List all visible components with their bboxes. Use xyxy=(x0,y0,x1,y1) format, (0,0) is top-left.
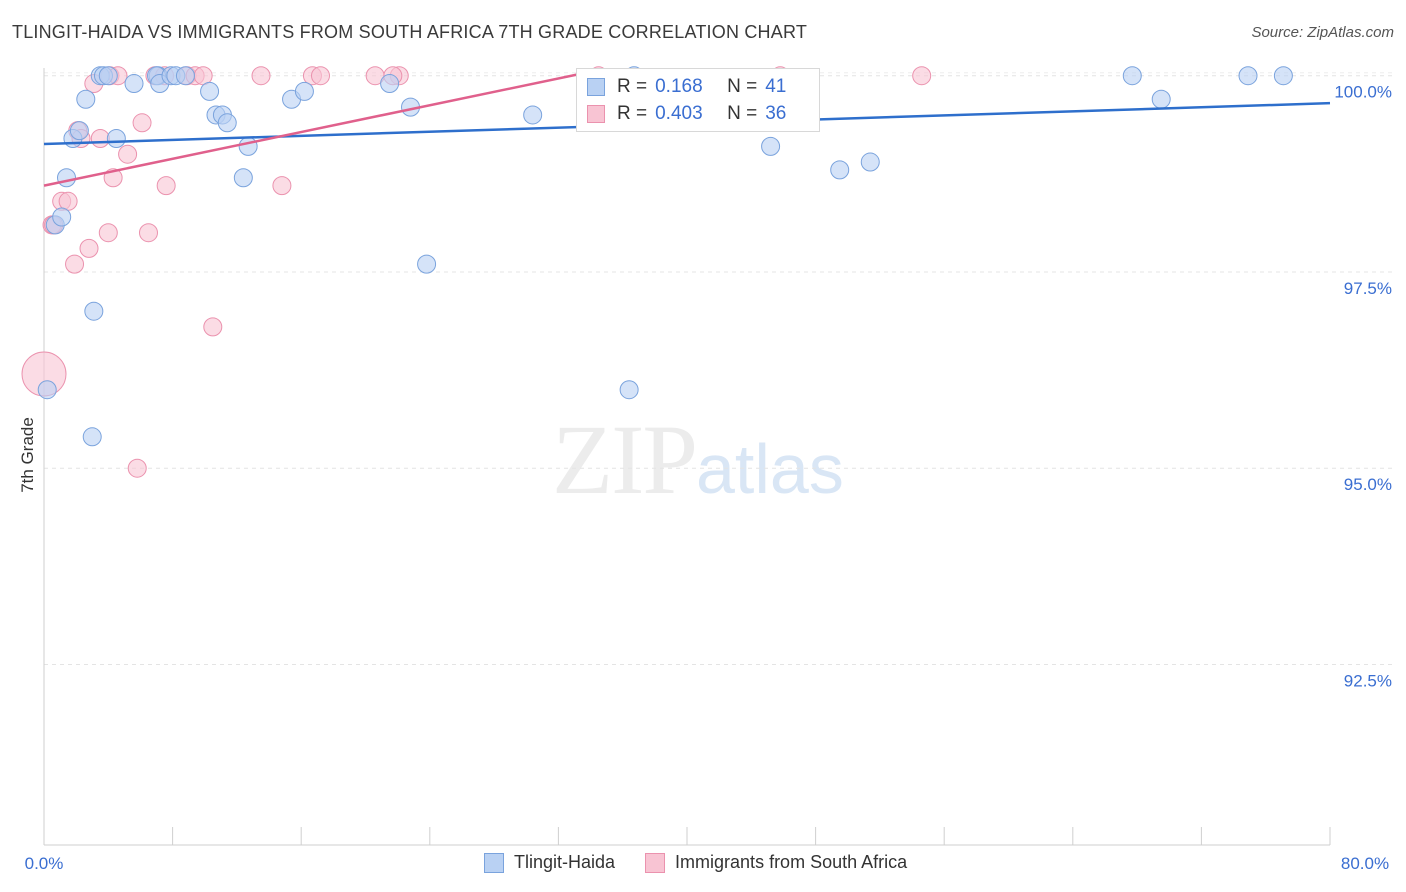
tlingit-point xyxy=(217,113,237,133)
south-africa-point xyxy=(203,317,223,337)
stats-row-tlingit: R = 0.168 N = 41 xyxy=(587,75,786,99)
r-value: 0.403 xyxy=(655,103,703,124)
south-africa-point xyxy=(127,458,147,478)
tlingit-point xyxy=(57,168,77,188)
y-tick-label: 97.5% xyxy=(1344,279,1392,298)
tlingit-point xyxy=(1151,89,1171,109)
tlingit-point xyxy=(98,66,118,86)
n-label: N = xyxy=(727,76,758,97)
south-africa-trendline xyxy=(43,70,591,187)
pink-swatch xyxy=(587,105,605,123)
watermark: ZIPatlas xyxy=(552,402,844,517)
y-tick-label: 95.0% xyxy=(1344,475,1392,494)
south-africa-point xyxy=(98,223,118,243)
tlingit-point xyxy=(417,254,437,274)
watermark-atlas: atlas xyxy=(696,430,844,508)
blue-swatch xyxy=(484,852,504,873)
legend-item-south-africa[interactable]: Immigrants from South Africa xyxy=(645,852,907,873)
tlingit-point xyxy=(238,136,258,156)
r-label: R = xyxy=(617,103,648,124)
n-value: 36 xyxy=(765,103,787,124)
tlingit-point xyxy=(76,89,96,109)
tlingit-point xyxy=(523,105,543,125)
tlingit-point xyxy=(200,81,220,101)
tlingit-point xyxy=(294,81,314,101)
tlingit-point xyxy=(124,74,144,94)
tlingit-point xyxy=(52,207,72,227)
x-tick-label: 80.0% xyxy=(1341,854,1389,873)
pink-swatch xyxy=(645,852,666,873)
y-axis-label: 7th Grade xyxy=(18,417,37,493)
tlingit-point xyxy=(37,380,57,400)
tlingit-point xyxy=(106,129,126,148)
tlingit-point xyxy=(233,168,253,188)
stats-legend: R = 0.168 N = 41 R = 0.403 N = 36 xyxy=(576,68,820,132)
series-legend: Tlingit-Haida Immigrants from South Afri… xyxy=(484,852,937,873)
tlingit-point xyxy=(1273,66,1293,86)
tlingit-point xyxy=(69,121,89,141)
n-label: N = xyxy=(727,103,758,124)
n-value: 41 xyxy=(765,76,787,97)
south-africa-point xyxy=(90,129,110,148)
south-africa-point xyxy=(118,144,138,164)
blue-swatch xyxy=(587,78,605,96)
south-africa-point xyxy=(156,176,176,196)
legend-label: Tlingit-Haida xyxy=(514,852,616,872)
tlingit-point xyxy=(860,152,880,172)
source-label: Source: ZipAtlas.com xyxy=(1251,24,1394,41)
south-africa-point xyxy=(138,223,158,243)
south-africa-point xyxy=(79,238,99,258)
tlingit-point xyxy=(619,380,639,400)
south-africa-point xyxy=(272,176,292,196)
r-value: 0.168 xyxy=(655,76,703,97)
south-africa-point xyxy=(912,66,932,86)
tlingit-point xyxy=(761,136,781,156)
r-label: R = xyxy=(617,76,648,97)
tlingit-point xyxy=(1238,66,1258,86)
chart-title: TLINGIT-HAIDA VS IMMIGRANTS FROM SOUTH A… xyxy=(12,22,808,42)
y-tick-label: 92.5% xyxy=(1344,671,1392,690)
watermark-zip: ZIP xyxy=(552,404,698,515)
tlingit-point xyxy=(175,66,195,86)
tlingit-point xyxy=(84,301,104,321)
x-tick-label: 0.0% xyxy=(25,854,64,873)
legend-label: Immigrants from South Africa xyxy=(675,852,908,872)
stats-row-south-africa: R = 0.403 N = 36 xyxy=(587,102,786,126)
tlingit-point xyxy=(830,160,850,180)
south-africa-point xyxy=(251,66,271,86)
south-africa-point xyxy=(132,113,152,133)
tlingit-point xyxy=(1122,66,1142,86)
legend-item-tlingit[interactable]: Tlingit-Haida xyxy=(484,852,615,873)
south-africa-point xyxy=(65,254,85,274)
tlingit-point xyxy=(82,427,102,447)
y-tick-label: 100.0% xyxy=(1334,83,1392,102)
tlingit-point xyxy=(380,74,400,94)
south-africa-point xyxy=(310,66,330,86)
